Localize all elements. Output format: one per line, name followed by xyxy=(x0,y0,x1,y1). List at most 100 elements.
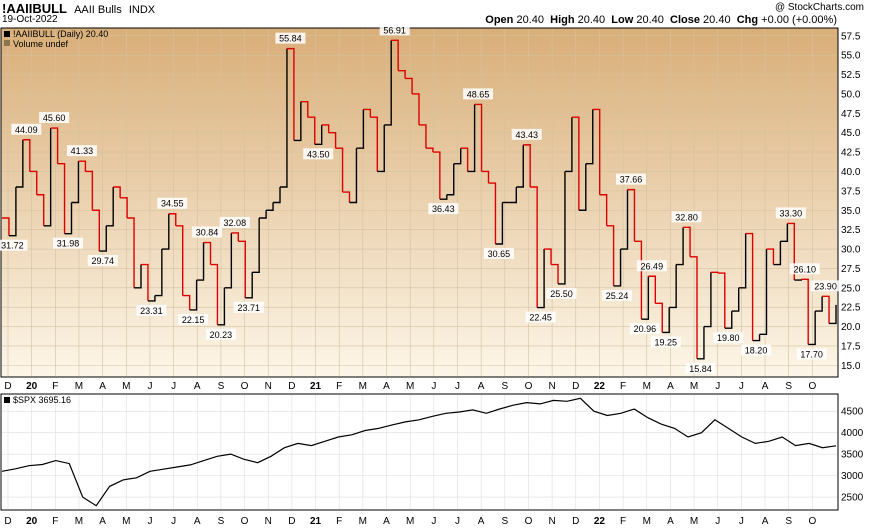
data-label: 45.60 xyxy=(43,113,66,123)
step-segment xyxy=(829,304,837,325)
data-label: 19.80 xyxy=(717,333,740,343)
x-tick-label: M xyxy=(359,516,367,527)
ohlc-item-high: High 20.40 xyxy=(550,14,606,26)
x-tick-label: A xyxy=(99,381,106,392)
x-tick-label: J xyxy=(431,516,436,527)
ohlc-item-low: Low 20.40 xyxy=(611,14,664,26)
step-segment xyxy=(328,132,337,149)
step-segment xyxy=(356,109,365,149)
data-label-bg xyxy=(205,328,236,340)
step-segment xyxy=(683,226,691,257)
step-segment xyxy=(724,311,733,329)
x-tick-label: J xyxy=(171,381,176,392)
step-segment xyxy=(217,287,226,326)
y-tick-label: 17.5 xyxy=(841,341,861,352)
data-label: 34.55 xyxy=(161,199,184,209)
chart-date: 19-Oct-2022 xyxy=(2,14,58,25)
data-label-bg xyxy=(789,263,820,275)
x-tick-label: F xyxy=(620,381,626,392)
y-tick-label: 32.5 xyxy=(841,225,861,236)
x-tick-label: 21 xyxy=(310,516,322,527)
x-tick-label: J xyxy=(715,381,720,392)
ohlc-item-open: Open 20.40 xyxy=(485,14,544,26)
data-label-bg xyxy=(303,148,334,160)
x-tick-label: D xyxy=(572,381,579,392)
x-tick-label: D xyxy=(4,516,11,527)
y-tick-label: 27.5 xyxy=(841,264,861,275)
ohlc-item-chg: Chg +0.00 (+0.00%) xyxy=(736,14,837,26)
symbol-name: AAII Bulls xyxy=(74,4,122,16)
y-tick-label: 50.0 xyxy=(841,89,861,100)
step-segment xyxy=(120,197,128,219)
x-tick-label: M xyxy=(122,381,130,392)
step-segment xyxy=(439,194,448,200)
data-label-bg xyxy=(379,24,410,36)
step-segment xyxy=(231,232,239,242)
x-tick-label: D xyxy=(288,516,295,527)
data-label-bg xyxy=(775,207,806,219)
y-tick-label: 55.0 xyxy=(841,51,861,62)
step-segment xyxy=(161,213,170,250)
step-segment xyxy=(551,263,559,284)
data-label: 41.33 xyxy=(71,146,94,156)
step-segment xyxy=(808,311,816,346)
data-label: 23.71 xyxy=(237,303,260,313)
step-segment xyxy=(544,248,552,265)
data-label: 30.84 xyxy=(196,228,219,238)
step-segment xyxy=(175,225,184,296)
data-label-bg xyxy=(53,237,84,249)
x-tick-label: J xyxy=(171,516,176,527)
data-label-bg xyxy=(650,336,681,348)
x-tick-label: M xyxy=(75,516,83,527)
step-segment xyxy=(794,279,802,281)
step-segment xyxy=(314,124,323,146)
step-segment xyxy=(627,188,636,242)
y-tick-label: 35.0 xyxy=(841,206,861,217)
x-tick-label: F xyxy=(52,516,58,527)
step-segment xyxy=(141,263,149,301)
x-tick-label: S xyxy=(218,381,225,392)
spx-panel: D 20 F M A M J J A S O N D 21 F M A M J J A S O N D 22 F M A M J J A S O 25… xyxy=(0,393,864,527)
step-segment xyxy=(252,218,260,273)
step-segment xyxy=(523,144,531,187)
step-segment xyxy=(787,222,795,281)
data-label-bg xyxy=(66,145,97,157)
x-tick-label: D xyxy=(572,516,579,527)
x-tick-label: J xyxy=(147,516,152,527)
step-segment xyxy=(384,40,392,126)
step-segment xyxy=(99,225,107,252)
x-tick-label: O xyxy=(525,381,533,392)
legend-swatch xyxy=(4,397,10,403)
x-tick-label: A xyxy=(667,381,674,392)
x-tick-label: M xyxy=(359,381,367,392)
data-label: 19.25 xyxy=(654,337,677,347)
step-segment xyxy=(613,249,622,287)
y-tick-label: 40.0 xyxy=(841,167,861,178)
step-segment xyxy=(377,124,385,173)
step-segment xyxy=(391,39,399,71)
x-tick-label: O xyxy=(241,516,249,527)
data-label: 20.23 xyxy=(210,330,233,340)
step-segment xyxy=(669,264,677,309)
step-segment xyxy=(154,249,163,297)
step-segment xyxy=(759,249,768,336)
x-tick-label: J xyxy=(455,516,460,527)
x-tick-label: A xyxy=(762,516,769,527)
legend-series: $SPX 3695.16 xyxy=(13,395,71,405)
data-label: 55.84 xyxy=(279,34,302,44)
x-tick-label: O xyxy=(525,516,533,527)
step-segment xyxy=(585,109,594,165)
data-label: 36.43 xyxy=(432,204,455,214)
step-segment xyxy=(620,189,629,250)
y-tick-label: 4500 xyxy=(841,407,864,418)
data-label-bg xyxy=(525,311,556,323)
step-segment xyxy=(419,124,427,149)
data-label-bg xyxy=(713,332,744,344)
x-tick-label: F xyxy=(620,516,626,527)
x-tick-label: J xyxy=(739,516,744,527)
step-segment xyxy=(57,163,66,234)
step-segment xyxy=(189,280,198,311)
data-label: 32.08 xyxy=(224,218,247,228)
step-segment xyxy=(182,294,191,310)
data-label-bg xyxy=(671,211,702,223)
